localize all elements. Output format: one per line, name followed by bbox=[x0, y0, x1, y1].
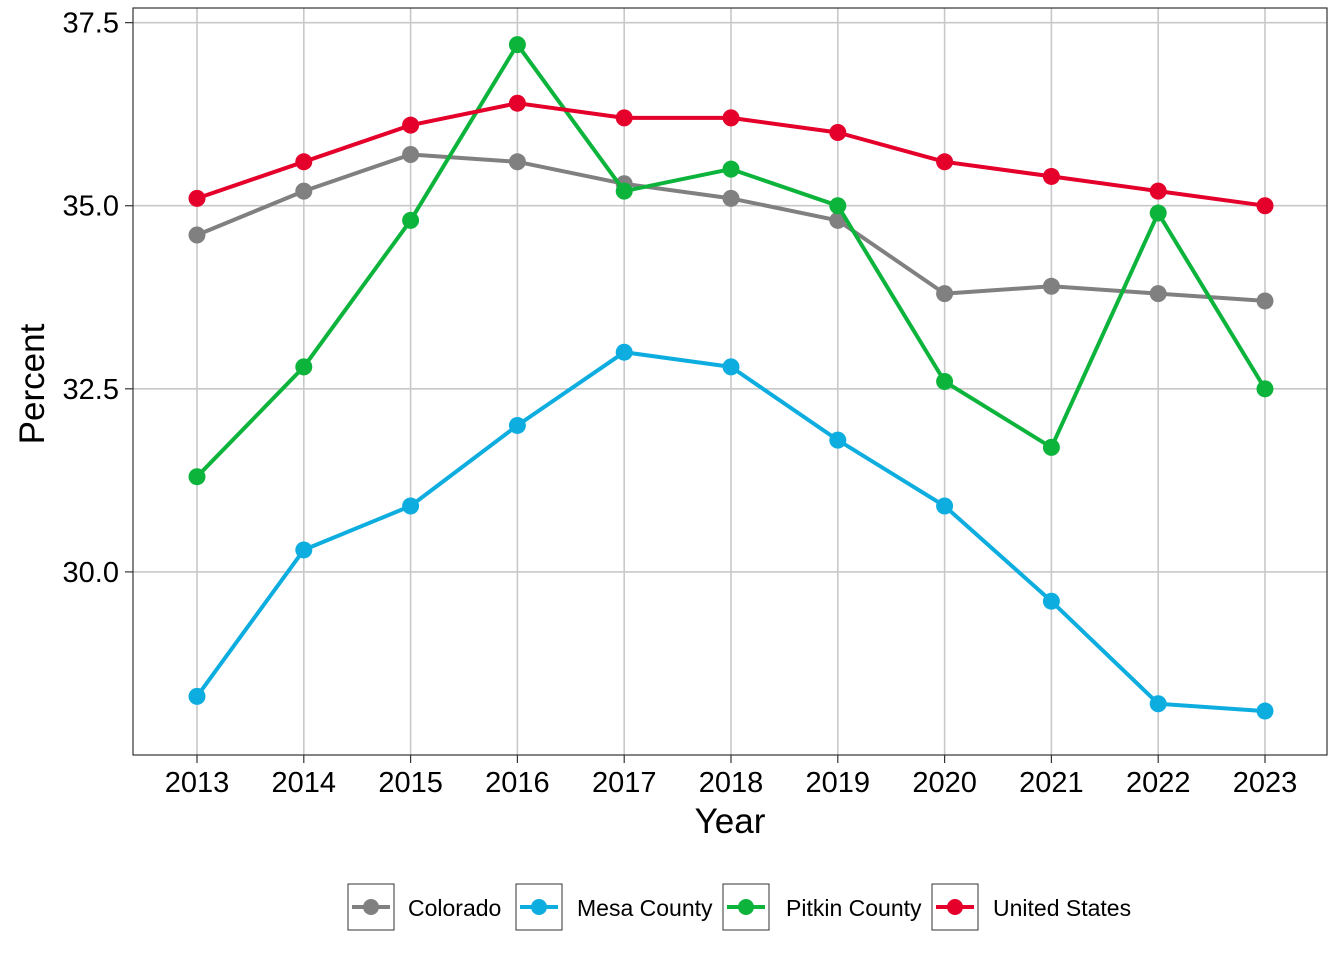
legend-item-united-states: United States bbox=[931, 883, 1131, 931]
point-pitkin-county-2013 bbox=[188, 468, 206, 486]
legend-label-united-states: United States bbox=[993, 895, 1131, 921]
point-colorado-2021 bbox=[1042, 277, 1060, 295]
legend-label-colorado: Colorado bbox=[408, 895, 501, 921]
plot-panel-border bbox=[132, 7, 1328, 756]
point-united-states-2020 bbox=[936, 153, 954, 171]
point-mesa-county-2016 bbox=[508, 416, 526, 434]
x-tick-label-2020: 2020 bbox=[912, 767, 977, 799]
point-pitkin-county-2017 bbox=[615, 182, 633, 200]
legend-key-marker-mesa-county bbox=[531, 899, 547, 915]
point-mesa-county-2023 bbox=[1256, 702, 1274, 720]
series-mesa-county bbox=[188, 343, 1274, 720]
point-colorado-2014 bbox=[295, 182, 313, 200]
series-layer bbox=[188, 36, 1274, 720]
legend-key-marker-united-states bbox=[947, 899, 963, 915]
x-tick-label-2017: 2017 bbox=[592, 767, 657, 799]
x-tick-label-2022: 2022 bbox=[1126, 767, 1191, 799]
point-colorado-2022 bbox=[1149, 285, 1167, 303]
point-pitkin-county-2022 bbox=[1149, 204, 1167, 222]
legend-key-marker-pitkin-county bbox=[738, 899, 754, 915]
series-pitkin-county bbox=[188, 36, 1274, 486]
point-colorado-2015 bbox=[402, 145, 420, 163]
point-mesa-county-2021 bbox=[1042, 592, 1060, 610]
point-united-states-2013 bbox=[188, 189, 206, 207]
point-colorado-2020 bbox=[936, 285, 954, 303]
point-colorado-2018 bbox=[722, 189, 740, 207]
y-tick-label-32-5: 32.5 bbox=[63, 374, 119, 406]
point-united-states-2014 bbox=[295, 153, 313, 171]
point-united-states-2023 bbox=[1256, 197, 1274, 215]
point-mesa-county-2022 bbox=[1149, 695, 1167, 713]
x-tick-label-2023: 2023 bbox=[1233, 767, 1298, 799]
point-colorado-2023 bbox=[1256, 292, 1274, 310]
point-united-states-2015 bbox=[402, 116, 420, 134]
point-mesa-county-2015 bbox=[402, 497, 420, 515]
legend-item-colorado: Colorado bbox=[347, 883, 501, 931]
point-pitkin-county-2023 bbox=[1256, 380, 1274, 398]
point-mesa-county-2013 bbox=[188, 687, 206, 705]
x-axis-title: Year bbox=[695, 802, 766, 841]
x-tick-label-2019: 2019 bbox=[806, 767, 871, 799]
point-mesa-county-2014 bbox=[295, 541, 313, 559]
legend: Colorado Mesa County Pitkin County Unite… bbox=[347, 883, 1131, 931]
point-mesa-county-2017 bbox=[615, 343, 633, 361]
point-colorado-2013 bbox=[188, 226, 206, 244]
point-pitkin-county-2015 bbox=[402, 211, 420, 229]
point-united-states-2022 bbox=[1149, 182, 1167, 200]
point-colorado-2016 bbox=[508, 153, 526, 171]
x-tick-label-2014: 2014 bbox=[272, 767, 337, 799]
series-colorado bbox=[188, 145, 1274, 310]
y-axis-title: Percent bbox=[13, 323, 52, 444]
series-united-states bbox=[188, 94, 1274, 215]
point-united-states-2018 bbox=[722, 109, 740, 127]
point-mesa-county-2020 bbox=[936, 497, 954, 515]
y-tick-label-35-0: 35.0 bbox=[63, 191, 119, 223]
legend-item-pitkin-county: Pitkin County bbox=[722, 883, 922, 931]
point-united-states-2019 bbox=[829, 124, 847, 141]
point-pitkin-county-2014 bbox=[295, 358, 313, 376]
y-tick-label-37-5: 37.5 bbox=[63, 8, 119, 40]
x-tick-label-2015: 2015 bbox=[378, 767, 443, 799]
point-pitkin-county-2021 bbox=[1042, 438, 1060, 456]
point-united-states-2021 bbox=[1042, 167, 1060, 185]
legend-label-mesa-county: Mesa County bbox=[577, 895, 713, 921]
point-mesa-county-2019 bbox=[829, 431, 847, 449]
point-pitkin-county-2016 bbox=[508, 36, 526, 54]
legend-item-mesa-county: Mesa County bbox=[515, 883, 713, 931]
x-tick-label-2018: 2018 bbox=[699, 767, 764, 799]
x-tick-label-2021: 2021 bbox=[1019, 767, 1084, 799]
point-pitkin-county-2018 bbox=[722, 160, 740, 178]
x-tick-label-2016: 2016 bbox=[485, 767, 550, 799]
legend-key-marker-colorado bbox=[363, 899, 379, 915]
y-tick-label-30-0: 30.0 bbox=[63, 557, 119, 589]
point-pitkin-county-2020 bbox=[936, 373, 954, 390]
x-tick-label-2013: 2013 bbox=[165, 767, 230, 799]
point-united-states-2017 bbox=[615, 109, 633, 127]
point-mesa-county-2018 bbox=[722, 358, 740, 376]
axes: 2013 2014 2015 2016 2017 2018 2019 2020 2021 2022… bbox=[63, 8, 1298, 799]
point-united-states-2016 bbox=[508, 94, 526, 112]
legend-label-pitkin-county: Pitkin County bbox=[786, 895, 922, 921]
point-pitkin-county-2019 bbox=[829, 197, 847, 215]
